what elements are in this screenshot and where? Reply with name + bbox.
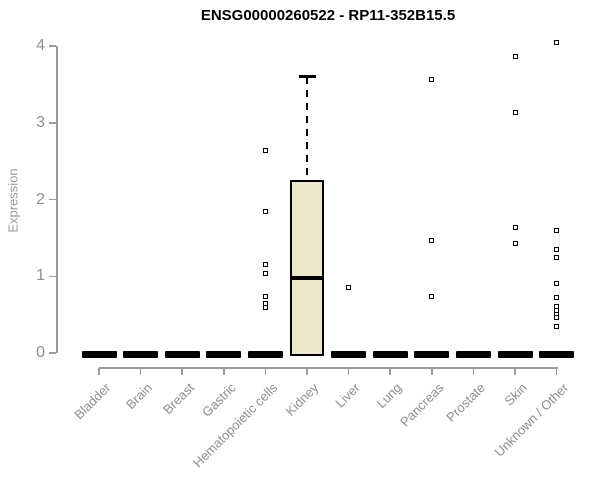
boxplot-box	[290, 180, 324, 356]
y-tick-label: 3	[36, 113, 45, 131]
outlier-point	[554, 315, 560, 321]
boxplot-zero-bar	[497, 350, 533, 358]
boxplot-zero-bar	[539, 350, 575, 358]
x-tick-label: Bladder	[71, 380, 114, 423]
y-tick-label: 0	[36, 344, 45, 361]
x-tick	[264, 368, 267, 375]
outlier-point	[512, 240, 518, 246]
outlier-point	[262, 208, 268, 214]
outlier-point	[554, 228, 560, 234]
outlier-point	[262, 262, 268, 268]
outlier-point	[346, 285, 352, 291]
x-tick	[514, 368, 516, 375]
y-tick	[49, 45, 56, 47]
x-tick-label: Lung	[373, 380, 405, 412]
y-axis-line	[56, 46, 58, 353]
boxplot-zero-bar	[331, 350, 367, 358]
y-tick	[49, 352, 56, 354]
x-tick-label: Skin	[501, 380, 530, 409]
outlier-point	[554, 307, 560, 313]
boxplot-zero-bar	[455, 350, 491, 358]
y-tick-label: 1	[36, 267, 45, 285]
outlier-point	[262, 305, 268, 311]
x-tick-label: Breast	[159, 380, 197, 418]
x-tick	[389, 368, 391, 375]
boxplot-zero-bar	[123, 350, 159, 358]
boxplot-whisker-cap	[298, 75, 316, 79]
x-tick-label: Kidney	[282, 380, 322, 419]
outlier-point	[554, 295, 560, 301]
x-tick	[181, 368, 183, 375]
x-tick-label: Liver	[332, 380, 364, 411]
outlier-point	[262, 147, 268, 153]
x-tick	[98, 368, 100, 375]
outlier-point	[262, 294, 268, 300]
boxplot-zero-bar	[164, 350, 200, 358]
boxplot-zero-bar	[414, 350, 450, 358]
x-tick	[306, 368, 308, 375]
y-tick-label: 2	[36, 190, 45, 208]
x-tick	[472, 368, 475, 375]
outlier-point	[554, 39, 560, 45]
x-tick-label: Prostate	[443, 380, 489, 425]
outlier-point	[429, 76, 435, 82]
y-tick	[49, 122, 56, 124]
x-tick	[223, 368, 225, 375]
boxplot-median-line	[290, 275, 324, 281]
y-tick	[49, 198, 56, 201]
outlier-point	[262, 300, 268, 306]
x-tick-label: Gastric	[198, 380, 239, 420]
x-tick-label: Unknown / Other	[491, 380, 572, 460]
outlier-point	[429, 293, 435, 299]
boxplot-zero-bar	[372, 350, 408, 358]
boxplot-whisker	[306, 76, 308, 181]
x-tick	[347, 368, 350, 375]
x-tick	[555, 368, 558, 375]
outlier-point	[512, 225, 518, 231]
outlier-point	[512, 109, 518, 115]
x-tick	[139, 368, 142, 375]
outlier-point	[262, 271, 268, 277]
x-tick	[431, 368, 433, 375]
x-tick-label: Brain	[123, 380, 156, 413]
x-tick-label: Pancreas	[396, 380, 447, 430]
y-tick-label: 4	[36, 37, 45, 54]
outlier-point	[429, 238, 435, 244]
outlier-point	[554, 246, 560, 252]
outlier-point	[554, 255, 560, 261]
outlier-point	[554, 324, 560, 330]
boxplot-zero-bar	[81, 350, 117, 358]
chart-title: ENSG00000260522 - RP11-352B15.5	[200, 7, 456, 24]
x-axis-line	[99, 367, 558, 369]
outlier-point	[554, 280, 560, 286]
boxplot-zero-bar	[247, 350, 283, 358]
y-tick	[49, 275, 56, 277]
boxplot-zero-bar	[206, 350, 242, 358]
outlier-point	[512, 54, 518, 60]
